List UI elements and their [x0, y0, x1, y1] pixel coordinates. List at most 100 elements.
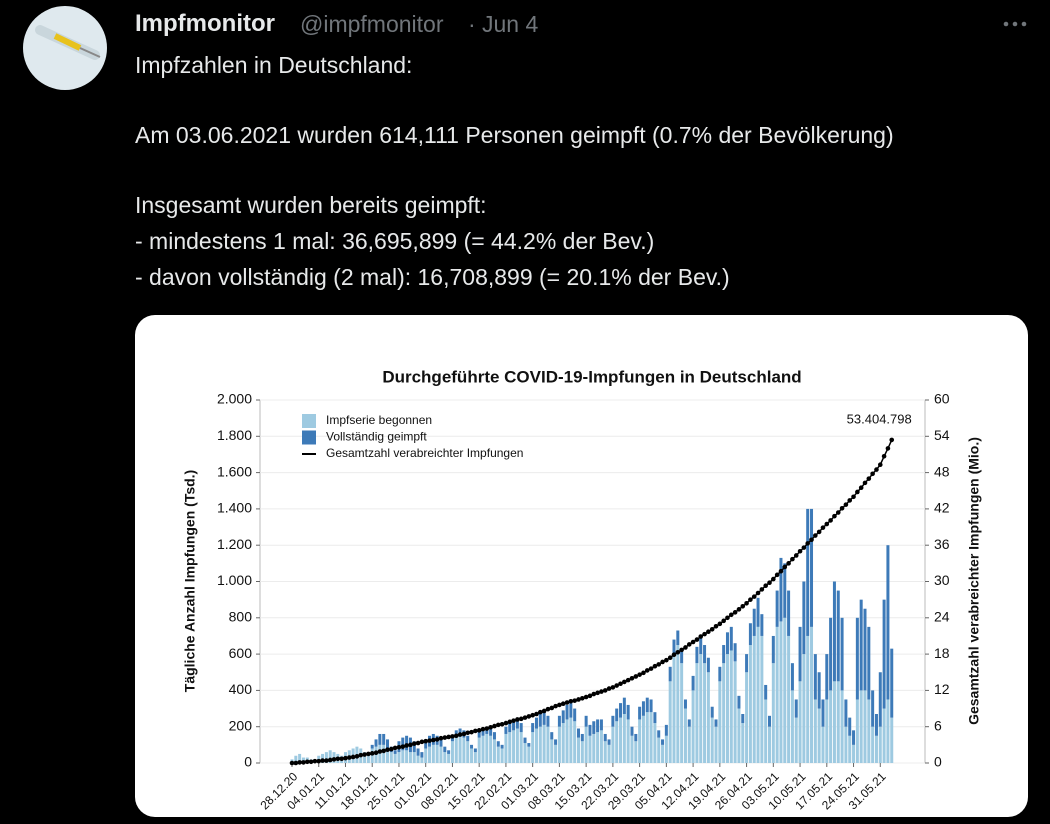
bar-segment	[496, 746, 500, 763]
total-point	[839, 505, 845, 511]
y2-tick-label: 24	[934, 609, 950, 625]
bar-segment	[775, 590, 779, 627]
more-menu[interactable]	[1003, 21, 1027, 27]
bar-segment	[733, 643, 737, 662]
total-point	[618, 681, 623, 687]
avatar[interactable]	[23, 6, 107, 90]
bar-segment	[855, 699, 859, 763]
total-point	[453, 733, 459, 739]
bar-segment	[657, 737, 661, 763]
author-handle[interactable]: @impfmonitor	[300, 11, 444, 37]
total-point	[549, 705, 555, 711]
total-point	[488, 725, 493, 730]
bar-segment	[412, 741, 416, 753]
total-point	[495, 722, 501, 728]
total-point	[847, 498, 853, 503]
total-point	[347, 755, 352, 760]
tweet-line: - davon vollständig (2 mal): 16,708,899 …	[135, 264, 730, 290]
total-point	[389, 746, 394, 752]
bar-segment	[492, 739, 496, 763]
bar-segment	[657, 730, 661, 738]
bar-segment	[542, 712, 546, 725]
y2-tick-label: 60	[934, 391, 950, 407]
bar-segment	[664, 724, 668, 736]
bar-segment	[874, 735, 878, 763]
bar-segment	[653, 712, 657, 724]
total-point	[431, 737, 436, 743]
bar-segment	[703, 645, 707, 664]
y-tick-label: 1.800	[217, 427, 252, 443]
bar-segment	[729, 650, 733, 763]
bar-segment	[611, 726, 615, 763]
total-point	[820, 525, 826, 530]
y-axis-title: Tägliche Anzahl Impfungen (Tsd.)	[182, 470, 198, 692]
bar-segment	[836, 590, 840, 682]
total-point	[736, 607, 742, 612]
total-point	[809, 537, 814, 543]
bar-segment	[447, 753, 451, 763]
total-point	[801, 545, 807, 550]
total-point	[366, 751, 371, 757]
bar-segment	[401, 737, 405, 751]
legend-label: Vollständig geimpft	[326, 430, 427, 444]
y-tick-label: 1.000	[217, 572, 252, 588]
bar-segment	[779, 621, 783, 763]
bar-segment	[668, 681, 672, 763]
bar-segment	[599, 719, 603, 731]
bar-segment	[771, 635, 775, 664]
total-point	[828, 518, 833, 523]
bar-segment	[737, 708, 741, 763]
y2-axis-title: Gesamtzahl verabreichter Impfungen (Mio.…	[966, 437, 982, 725]
total-point	[858, 485, 864, 491]
total-point	[476, 728, 482, 733]
bar-segment	[462, 737, 466, 763]
bar-segment	[405, 750, 409, 763]
author-name[interactable]: Impfmonitor	[135, 10, 275, 37]
bar-segment	[722, 645, 726, 664]
bar-segment	[412, 752, 416, 763]
tweet-date[interactable]: Jun 4	[482, 11, 539, 37]
bar-segment	[683, 708, 687, 763]
bar-segment	[584, 715, 588, 727]
total-point	[629, 676, 635, 681]
total-point	[805, 541, 810, 546]
bar-segment	[645, 712, 649, 763]
bar-segment	[634, 733, 638, 742]
separator: ·	[468, 11, 476, 37]
total-point	[492, 723, 497, 729]
total-point	[442, 735, 448, 740]
total-point	[427, 738, 432, 743]
bar-segment	[718, 666, 722, 682]
bar-segment	[737, 695, 741, 709]
total-point	[522, 715, 528, 720]
total-point	[835, 510, 841, 515]
bar-segment	[324, 752, 328, 763]
bar-segment	[668, 666, 672, 682]
bar-segment	[622, 713, 626, 763]
total-point	[545, 706, 551, 712]
total-point	[660, 659, 665, 665]
legend-swatch	[302, 430, 316, 445]
bar-segment	[512, 730, 516, 763]
bar-segment	[683, 699, 687, 709]
bar-segment	[382, 744, 386, 763]
bar-segment	[393, 753, 397, 763]
total-point	[774, 572, 780, 578]
bar-segment	[519, 723, 523, 733]
total-point	[503, 720, 509, 726]
bar-segment	[504, 733, 508, 763]
bar-segment	[588, 724, 592, 736]
bar-segment	[592, 733, 596, 763]
bar-segment	[733, 661, 737, 763]
total-point	[404, 743, 409, 748]
bar-segment	[760, 614, 764, 636]
bar-segment	[855, 617, 859, 700]
total-point	[392, 745, 398, 751]
bar-segment	[775, 626, 779, 763]
total-point	[518, 716, 524, 722]
bar-segment	[840, 690, 844, 763]
bar-segment	[386, 739, 389, 749]
bar-segment	[829, 690, 833, 763]
bar-segment	[672, 654, 676, 763]
bar-segment	[764, 699, 768, 763]
